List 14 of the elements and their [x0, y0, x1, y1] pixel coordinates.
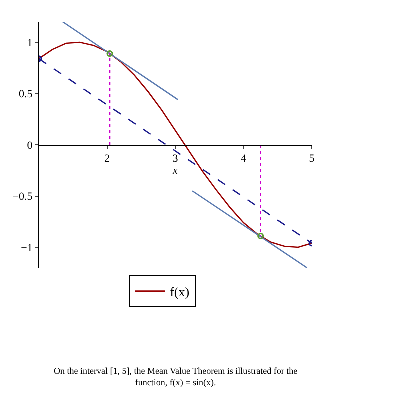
y-tick-label: −1 — [21, 242, 33, 254]
y-tick-label: 1 — [27, 37, 33, 50]
y-tick-label: −0.5 — [12, 191, 34, 204]
y-tick-label: 0.5 — [19, 88, 34, 101]
x-tick-label: 4 — [241, 153, 247, 166]
point — [106, 50, 114, 58]
text: On the interval [1, 5], the Mean Value Theorem is illustrated for the function, f(x) = sin(x). — [54, 366, 298, 388]
x-axis-title: x — [172, 165, 178, 178]
point — [258, 232, 264, 240]
x-tick-label: 2 — [104, 153, 110, 166]
y-tick-label: 0 — [27, 140, 34, 152]
x-tick-label: 5 — [309, 153, 316, 166]
x-tick-label: 3 — [172, 153, 179, 166]
legend-label: f(x) — [170, 284, 190, 300]
